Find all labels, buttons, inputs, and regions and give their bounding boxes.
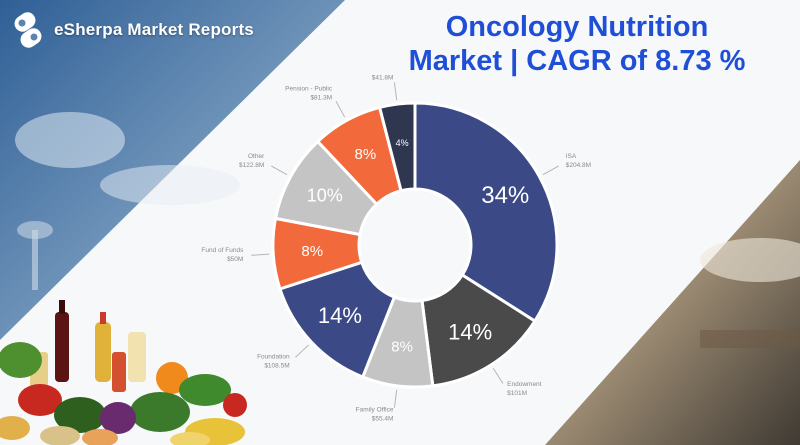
brand-header: eSherpa Market Reports <box>8 10 254 50</box>
slice-percent-label-1: 14% <box>448 319 492 344</box>
slice-category-label-6: Pension - Public <box>285 85 333 92</box>
slice-amount-label-1: $101M <box>507 390 527 397</box>
esherpa-s-logo-icon <box>14 12 42 48</box>
slice-percent-label-4: 8% <box>301 243 323 260</box>
slice-amount-label-5: $122.8M <box>239 162 264 169</box>
slice-leader-line-7 <box>393 82 398 101</box>
slice-category-label-4: Fund of Funds <box>201 247 244 254</box>
donut-slice-1 <box>420 272 537 388</box>
slice-percent-label-7: 4% <box>396 138 409 148</box>
slice-amount-label-7: $41.8M <box>372 74 394 81</box>
slice-amount-label-6: $81.3M <box>310 94 332 101</box>
slice-category-label-0: ISA <box>566 153 577 160</box>
slice-percent-label-3: 14% <box>318 303 362 328</box>
slice-leader-line-2 <box>393 389 398 408</box>
page-title-line-1: Oncology Nutrition <box>445 11 709 43</box>
page-title-line-2: Market | CAGR of 8.73 % <box>408 45 746 77</box>
donut-slice-0 <box>413 101 559 324</box>
slice-category-label-2: Family Office <box>356 407 394 414</box>
slice-leader-line-3 <box>295 344 309 358</box>
slice-percent-label-5: 10% <box>307 185 343 205</box>
slice-amount-label-4: $50M <box>227 256 243 263</box>
slice-leader-line-0 <box>542 165 559 176</box>
slice-category-label-3: Foundation <box>257 354 290 361</box>
slice-amount-label-3: $108.5M <box>264 363 289 370</box>
slice-percent-label-0: 34% <box>481 182 529 209</box>
brand-name: eSherpa Market Reports <box>54 20 254 39</box>
donut-slice-7 <box>377 101 417 193</box>
donut-slice-3 <box>278 260 397 379</box>
slice-percent-label-2: 8% <box>391 339 413 356</box>
cutting-board-photo-wedge <box>545 160 800 445</box>
slice-leader-line-6 <box>335 101 346 118</box>
slice-leader-line-4 <box>251 253 270 256</box>
page-title: Oncology Nutrition Market | CAGR of 8.73… <box>362 10 792 78</box>
slice-category-label-5: Other <box>248 153 265 160</box>
slice-leader-line-5 <box>271 165 288 176</box>
slice-amount-label-0: $204.8M <box>566 162 591 169</box>
slice-amount-label-2: $55.4M <box>372 416 394 423</box>
slice-leader-line-1 <box>492 368 504 384</box>
groceries-illustration <box>0 300 247 445</box>
slice-percent-label-6: 8% <box>355 146 377 163</box>
slice-category-label-1: Endowment <box>507 381 542 388</box>
